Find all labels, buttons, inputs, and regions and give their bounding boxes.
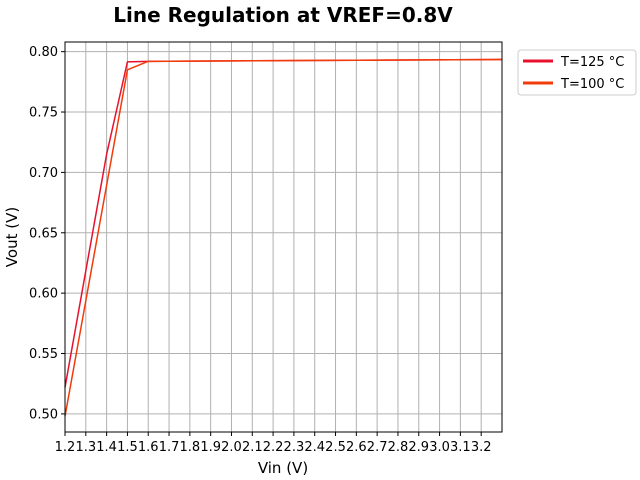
x-tick-label-12: 2.4: [304, 440, 325, 455]
series-line-0: [64, 58, 503, 388]
x-tick-label-15: 2.7: [367, 440, 388, 455]
y-tick-label-1: 0.55: [29, 347, 58, 362]
y-axis-label: Vout (V): [3, 207, 21, 267]
x-tick-label-0: 1.2: [55, 440, 76, 455]
x-tick-label-4: 1.6: [138, 440, 159, 455]
x-tick-label-10: 2.2: [263, 440, 284, 455]
y-tick-label-0: 0.50: [29, 407, 58, 422]
y-tick-label-6: 0.80: [29, 45, 58, 60]
legend-label-0: T=125 °C: [560, 55, 624, 70]
x-tick-label-17: 2.9: [408, 440, 429, 455]
y-tick-label-3: 0.65: [29, 226, 58, 241]
x-tick-label-14: 2.6: [346, 440, 367, 455]
x-tick-label-20: 3.2: [471, 440, 492, 455]
x-tick-label-1: 1.3: [75, 440, 96, 455]
x-tick-label-6: 1.8: [180, 440, 201, 455]
y-tick-label-2: 0.60: [29, 287, 58, 302]
grid-lines: [64, 42, 502, 432]
x-tick-label-18: 3.0: [429, 440, 450, 455]
x-tick-label-11: 2.3: [284, 440, 305, 455]
x-tick-label-9: 2.1: [242, 440, 263, 455]
x-tick-label-3: 1.5: [117, 440, 138, 455]
x-axis: 1.2 1.3 1.4 1.5 1.6 1.7 1.8 1.9 2.0 2.1 2.2 2.3 2.4 2…: [55, 432, 492, 455]
y-axis: 0.50 0.55 0.60 0.65 0.70 0.75 0.80: [29, 45, 65, 422]
x-tick-label-5: 1.7: [159, 440, 180, 455]
series-line-1: [64, 58, 503, 417]
x-tick-label-7: 1.9: [200, 440, 221, 455]
x-axis-label: Vin (V): [258, 459, 308, 477]
chart-title: Line Regulation at VREF=0.8V: [113, 3, 453, 27]
legend: T=125 °C T=100 °C: [517, 49, 637, 96]
y-tick-label-5: 0.75: [29, 106, 58, 121]
x-tick-label-2: 1.4: [96, 440, 117, 455]
plot-frame: [64, 41, 503, 433]
y-tick-label-4: 0.70: [29, 166, 58, 181]
x-tick-label-8: 2.0: [221, 440, 242, 455]
x-tick-label-13: 2.5: [325, 440, 346, 455]
x-tick-label-19: 3.1: [450, 440, 471, 455]
x-tick-label-16: 2.8: [388, 440, 409, 455]
legend-label-1: T=100 °C: [560, 77, 624, 92]
series-layer: [64, 58, 503, 417]
